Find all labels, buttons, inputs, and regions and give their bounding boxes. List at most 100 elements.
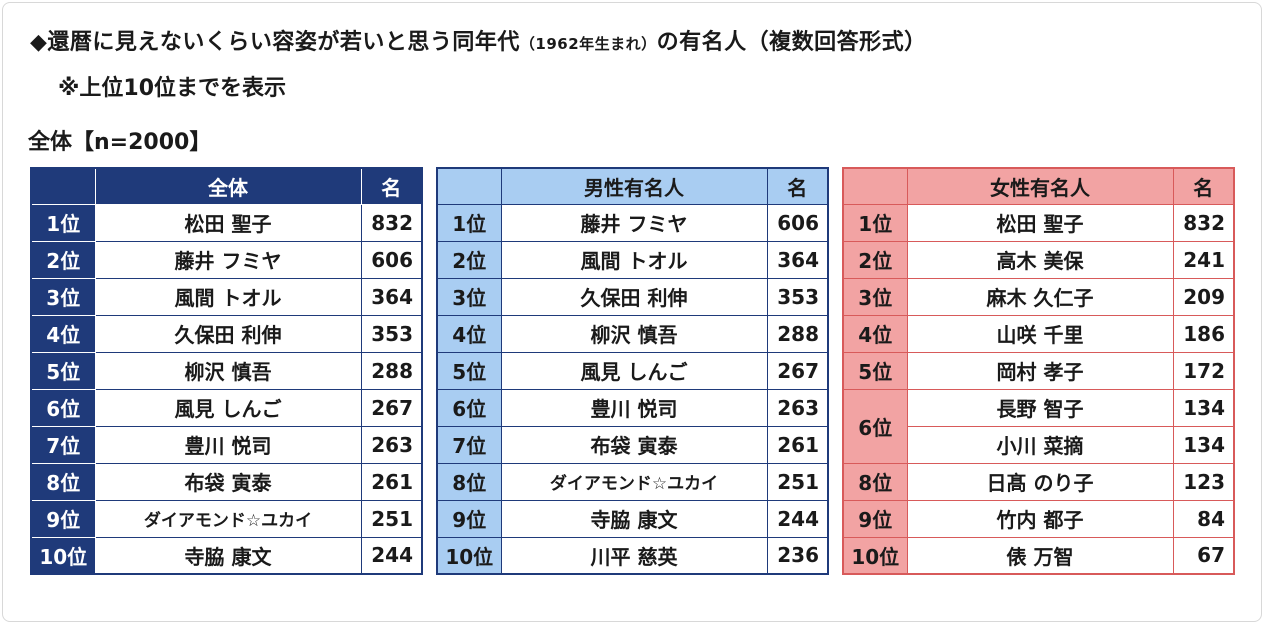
count-cell: 832: [360, 203, 423, 242]
table-row: 2位 高木 美保 241: [842, 240, 1235, 279]
name-cell: 高木 美保: [906, 240, 1174, 279]
count-cell: 172: [1172, 351, 1235, 390]
name-cell: 寺脇 康文: [500, 499, 768, 538]
rank-cell: 1位: [30, 203, 96, 242]
page-note: ※上位10位までを表示: [58, 76, 287, 101]
count-cell: 251: [360, 499, 423, 538]
name-cell: 布袋 寅泰: [94, 462, 362, 501]
overall-ranking-table: 全体 名 1位 松田 聖子 832 2位 藤井 フミヤ 606 3位 風間 トオル 364 …: [30, 167, 423, 575]
rank-cell: 7位: [30, 425, 96, 464]
rank-cell: 4位: [842, 314, 908, 353]
name-cell: 松田 聖子: [906, 203, 1174, 242]
table-row: 2位 藤井 フミヤ 606: [30, 240, 423, 279]
count-cell: 288: [360, 351, 423, 390]
count-cell: 123: [1172, 462, 1235, 501]
name-cell: 藤井 フミヤ: [94, 240, 362, 279]
table-row: 5位 岡村 孝子 172: [842, 351, 1235, 390]
table-row: 10位俵 万智 67: [842, 536, 1235, 575]
count-cell: 288: [766, 314, 829, 353]
name-cell: 風見 しんご: [500, 351, 768, 390]
table-row: 6位 長野 智子 134: [842, 388, 1235, 464]
table-row: 1位 藤井 フミヤ 606: [436, 203, 829, 242]
table-row: 9位 寺脇 康文 244: [436, 499, 829, 538]
count-cell: 606: [766, 203, 829, 242]
rank-cell: 10位: [842, 536, 908, 575]
name-cell: 山咲 千里: [906, 314, 1174, 353]
count-cell: 364: [766, 240, 829, 279]
header-rank-blank: [30, 167, 96, 205]
count-cell: 186: [1172, 314, 1235, 353]
table-row: 10位 寺脇 康文 244: [30, 536, 423, 575]
table-header-row: 全体 名: [30, 167, 423, 205]
name-cell: 柳沢 慎吾: [500, 314, 768, 353]
count-cell: 244: [766, 499, 829, 538]
name-cell: 藤井 フミヤ: [500, 203, 768, 242]
header-name: 男性有名人: [500, 167, 768, 205]
name-cell: 小川 菜摘: [906, 425, 1174, 464]
rank-cell: 2位: [436, 240, 502, 279]
rank-cell: 6位: [30, 388, 96, 427]
name-cell: 川平 慈英: [500, 536, 768, 575]
rank-cell: 7位: [436, 425, 502, 464]
rank-cell: 4位: [30, 314, 96, 353]
count-cell: 241: [1172, 240, 1235, 279]
table-row: 3位 麻木 久仁子 209: [842, 277, 1235, 316]
count-cell: 134: [1172, 425, 1235, 464]
name-cell: 風見 しんご: [94, 388, 362, 427]
page-title: ◆還暦に見えないくらい容姿が若いと思う同年代（1962年生まれ）の有名人（複数回…: [30, 24, 927, 56]
table-row: 3位 風間 トオル 364: [30, 277, 423, 316]
rank-cell: 3位: [436, 277, 502, 316]
header-count: 名: [360, 167, 423, 205]
count-cell: 263: [360, 425, 423, 464]
count-cell: 353: [766, 277, 829, 316]
name-cell: 俵 万智: [906, 536, 1174, 575]
name-cell: 風間 トオル: [500, 240, 768, 279]
name-cell: 豊川 悦司: [94, 425, 362, 464]
rank-cell: 1位: [842, 203, 908, 242]
rank-cell: 10位: [436, 536, 502, 575]
table-row: 7位 豊川 悦司 263: [30, 425, 423, 464]
table-row: 4位 久保田 利伸 353: [30, 314, 423, 353]
name-cell: 豊川 悦司: [500, 388, 768, 427]
table-row: 10位 川平 慈英 236: [436, 536, 829, 575]
rank-cell: 3位: [842, 277, 908, 316]
male-ranking-table: 男性有名人 名 1位 藤井 フミヤ 606 2位 風間 トオル 364 3位 久保田 利伸…: [436, 167, 829, 575]
title-main: ◆還暦に見えないくらい容姿が若いと思う同年代: [30, 30, 520, 55]
rank-cell: 2位: [842, 240, 908, 279]
count-cell: 606: [360, 240, 423, 279]
header-name: 全体: [94, 167, 362, 205]
name-cell: 久保田 利伸: [500, 277, 768, 316]
table-row: 2位 風間 トオル 364: [436, 240, 829, 279]
count-cell: 67: [1172, 536, 1235, 575]
title-tail: の有名人（複数回答形式）: [656, 30, 927, 55]
count-cell: 263: [766, 388, 829, 427]
rank-cell: 6位: [436, 388, 502, 427]
rank-cell: 10位: [30, 536, 96, 575]
header-rank-blank: [842, 167, 908, 205]
rank-cell: 8位: [30, 462, 96, 501]
rank-cell-tied: 6位: [842, 388, 908, 464]
rank-cell: 5位: [842, 351, 908, 390]
header-count: 名: [1172, 167, 1235, 205]
name-cell: 日髙 のり子: [906, 462, 1174, 501]
table-row: 5位 風見 しんご 267: [436, 351, 829, 390]
rank-cell: 5位: [30, 351, 96, 390]
table-row: 4位 柳沢 慎吾 288: [436, 314, 829, 353]
rank-cell: 9位: [842, 499, 908, 538]
rank-cell: 2位: [30, 240, 96, 279]
table-row: 8位 布袋 寅泰 261: [30, 462, 423, 501]
count-cell: 244: [360, 536, 423, 575]
sample-size-label: 全体【n=2000】: [28, 130, 212, 155]
table-row: 5位 柳沢 慎吾 288: [30, 351, 423, 390]
table-row: 4位 山咲 千里 186: [842, 314, 1235, 353]
rank-cell: 9位: [436, 499, 502, 538]
table-row: 6位 風見 しんご 267: [30, 388, 423, 427]
name-cell: 松田 聖子: [94, 203, 362, 242]
count-cell: 353: [360, 314, 423, 353]
rank-cell: 8位: [842, 462, 908, 501]
count-cell: 236: [766, 536, 829, 575]
table-row: 3位 久保田 利伸 353: [436, 277, 829, 316]
rank-cell: 8位: [436, 462, 502, 501]
count-cell: 84: [1172, 499, 1235, 538]
